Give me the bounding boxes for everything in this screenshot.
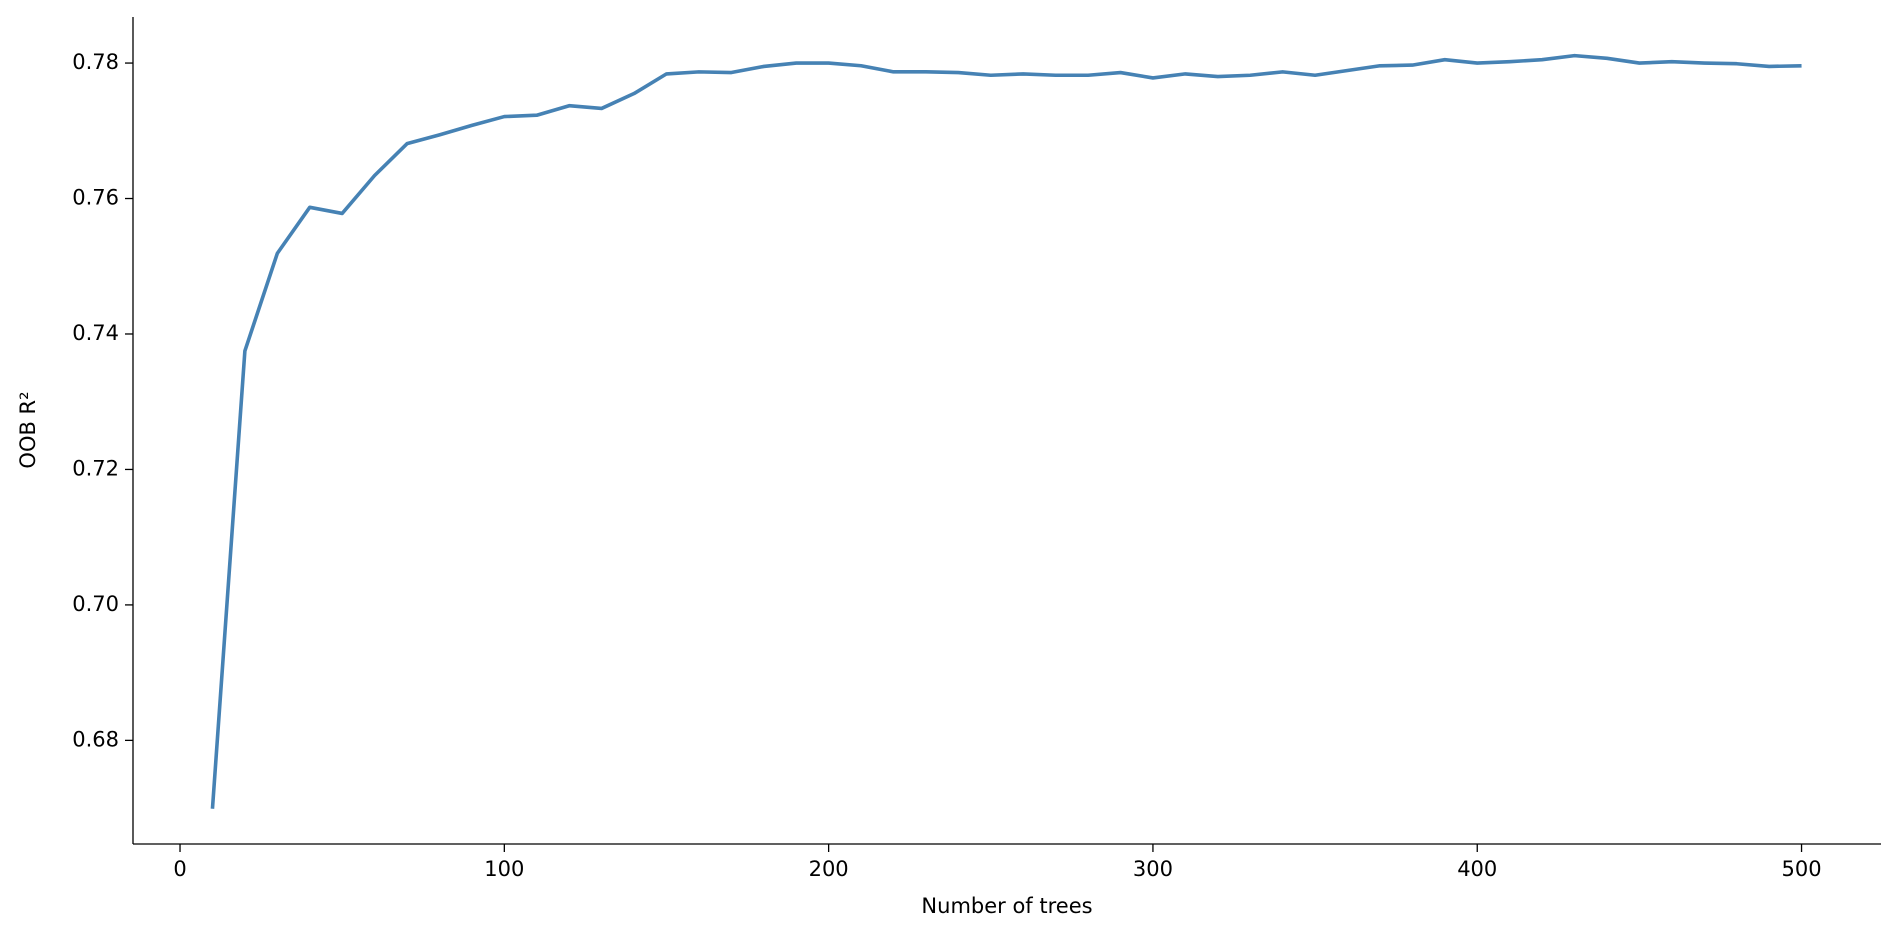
y-tick-label: 0.76	[72, 186, 119, 210]
y-tick-label: 0.72	[72, 456, 119, 480]
x-tick-label: 100	[484, 857, 524, 881]
y-tick-label: 0.68	[72, 727, 119, 751]
x-tick-label: 300	[1133, 857, 1173, 881]
y-tick-label: 0.74	[72, 321, 119, 345]
x-tick-label: 200	[809, 857, 849, 881]
y-tick-label: 0.78	[72, 50, 119, 74]
line-series	[210, 53, 1802, 809]
x-tick-label: 0	[173, 857, 186, 881]
x-tick-label: 400	[1457, 857, 1497, 881]
x-axis-label: Number of trees	[921, 894, 1092, 918]
x-tick-label: 500	[1781, 857, 1821, 881]
y-axis-label: OOB R²	[16, 391, 40, 468]
y-tick-label: 0.70	[72, 592, 119, 616]
